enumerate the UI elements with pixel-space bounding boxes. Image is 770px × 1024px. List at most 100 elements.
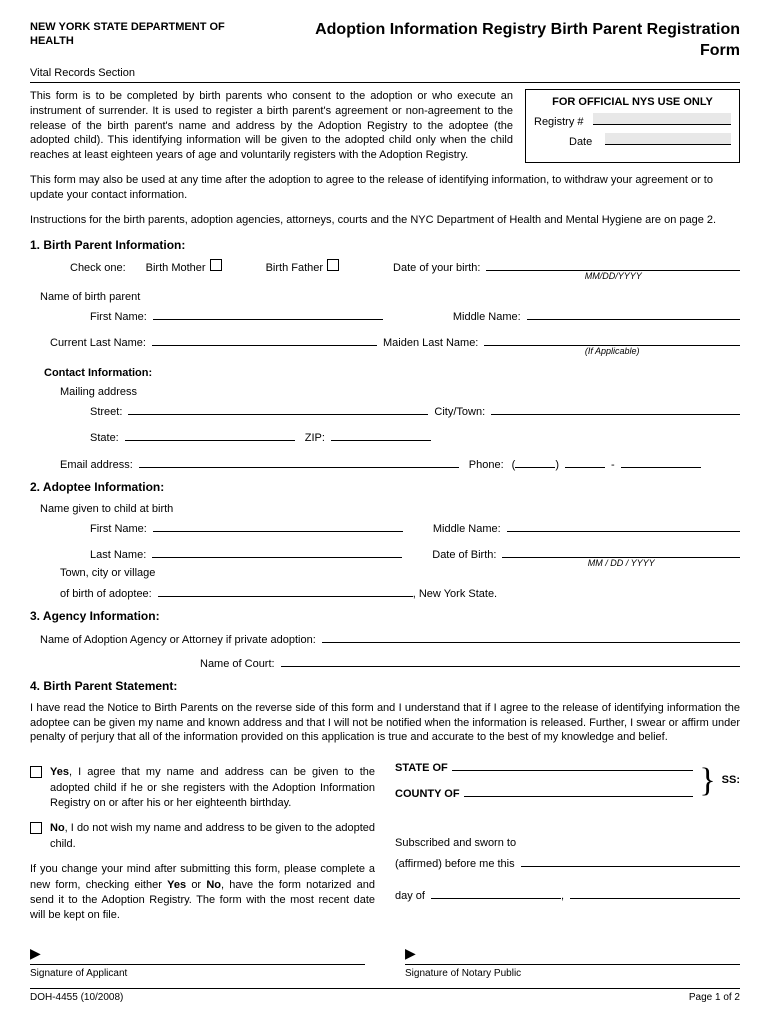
county-of-field[interactable]	[464, 785, 694, 797]
dob-hint: MM/DD/YYYY	[486, 271, 740, 283]
town-field[interactable]	[158, 585, 413, 597]
adoptee-last-label: Last Name:	[90, 548, 146, 562]
street-row: Street: City/Town:	[90, 403, 740, 419]
applicant-sig-label: Signature of Applicant	[30, 964, 365, 980]
yes-checkbox[interactable]	[30, 766, 42, 778]
adoptee-middle-field[interactable]	[507, 520, 740, 532]
change-text: If you change your mind after submitting…	[30, 862, 375, 924]
agency-row: Name of Adoption Agency or Attorney if p…	[40, 631, 740, 647]
adoptee-last-row: Last Name: Date of Birth: MM / DD / YYYY	[90, 546, 740, 562]
street-field[interactable]	[128, 403, 428, 415]
phone-area-field[interactable]	[515, 456, 555, 468]
official-date-field[interactable]	[605, 133, 731, 145]
notary-sig-label: Signature of Notary Public	[405, 964, 740, 980]
last-name-row: Current Last Name: Maiden Last Name: (If…	[50, 334, 740, 350]
statement-para: I have read the Notice to Birth Parents …	[30, 701, 740, 746]
adoptee-middle-label: Middle Name:	[433, 522, 501, 536]
no-text: No, I do not wish my name and address to…	[50, 821, 375, 852]
adoptee-dob-label: Date of Birth:	[432, 548, 496, 562]
paren-r: )	[555, 458, 559, 472]
mailing-label: Mailing address	[60, 385, 137, 399]
town-label2: of birth of adoptee:	[60, 587, 152, 601]
court-field[interactable]	[281, 655, 740, 667]
dept-section: Vital Records Section	[30, 66, 740, 83]
email-label: Email address:	[60, 458, 133, 472]
phone-suffix-field[interactable]	[621, 456, 701, 468]
birth-mother-checkbox[interactable]	[210, 259, 222, 271]
day-of-row: day of ,	[395, 887, 740, 904]
no-checkbox[interactable]	[30, 822, 42, 834]
registry-line: Registry #	[534, 113, 731, 129]
form-title: Adoption Information Registry Birth Pare…	[271, 20, 740, 62]
footer: DOH-4455 (10/2008) Page 1 of 2	[30, 988, 740, 1004]
arrow-icon-2: ▶	[405, 944, 740, 962]
contact-heading-row: Contact Information:	[44, 366, 740, 380]
header: NEW YORK STATE DEPARTMENT OF HEALTH Adop…	[30, 20, 740, 62]
state-field[interactable]	[125, 429, 295, 441]
no-option: No, I do not wish my name and address to…	[30, 821, 375, 852]
agency-label: Name of Adoption Agency or Attorney if p…	[40, 633, 316, 647]
name-given-label: Name given to child at birth	[40, 502, 173, 516]
section1-heading: 1. Birth Parent Information:	[30, 238, 740, 254]
zip-field[interactable]	[331, 429, 431, 441]
nys-label: , New York State.	[413, 587, 497, 601]
state-label: State:	[90, 431, 119, 445]
day-of-year-field[interactable]	[570, 887, 740, 899]
zip-label: ZIP:	[305, 431, 325, 445]
state-of-label: STATE OF	[395, 761, 448, 776]
agency-field[interactable]	[322, 631, 740, 643]
adoptee-dob-field[interactable]	[502, 546, 740, 558]
middle-name-field[interactable]	[527, 308, 740, 320]
official-date-label: Date	[569, 135, 601, 149]
name-of-parent-label: Name of birth parent	[40, 290, 140, 304]
contact-label: Contact Information:	[44, 366, 152, 380]
intro-p2: This form may also be used at any time a…	[30, 173, 740, 203]
dob-field[interactable]	[486, 259, 740, 271]
court-label: Name of Court:	[200, 657, 275, 671]
state-of-row: STATE OF	[395, 759, 693, 776]
birth-mother-label: Birth Mother	[146, 261, 206, 275]
section2-heading: 2. Adoptee Information:	[30, 480, 740, 496]
adoptee-first-label: First Name:	[90, 522, 147, 536]
registry-label: Registry #	[534, 115, 589, 129]
page-number: Page 1 of 2	[689, 991, 740, 1004]
current-last-field[interactable]	[152, 334, 377, 346]
day-of-month-field[interactable]	[431, 887, 561, 899]
phone-prefix-field[interactable]	[565, 456, 605, 468]
official-title: FOR OFFICIAL NYS USE ONLY	[534, 95, 731, 109]
state-of-field[interactable]	[452, 759, 694, 771]
check-one-label: Check one:	[70, 261, 126, 275]
town-label1: Town, city or village	[60, 566, 155, 580]
adoptee-last-field[interactable]	[152, 546, 402, 558]
phone-dash: -	[611, 458, 615, 472]
yes-text: Yes, I agree that my name and address ca…	[50, 765, 375, 811]
maiden-field[interactable]	[484, 334, 740, 346]
notary-sig-cell: ▶ Signature of Notary Public	[405, 944, 740, 980]
name-label-row: Name of birth parent	[30, 290, 740, 304]
dob-label: Date of your birth:	[393, 261, 480, 275]
form-id: DOH-4455 (10/2008)	[30, 991, 123, 1004]
state-row: State: ZIP:	[90, 429, 740, 445]
intro-p3: Instructions for the birth parents, adop…	[30, 213, 740, 228]
birth-father-checkbox[interactable]	[327, 259, 339, 271]
adoptee-dob-hint: MM / DD / YYYY	[502, 558, 740, 570]
official-box: FOR OFFICIAL NYS USE ONLY Registry # Dat…	[525, 89, 740, 163]
adoptee-first-field[interactable]	[153, 520, 403, 532]
child-name-row: Name given to child at birth	[40, 502, 740, 516]
email-field[interactable]	[139, 456, 459, 468]
applicant-sig-cell: ▶ Signature of Applicant	[30, 944, 365, 980]
statement-two-col: Yes, I agree that my name and address ca…	[30, 755, 740, 924]
birth-father-label: Birth Father	[266, 261, 323, 275]
first-name-label: First Name:	[90, 310, 147, 324]
sworn-this-field[interactable]	[521, 855, 740, 867]
first-name-field[interactable]	[153, 308, 383, 320]
current-last-label: Current Last Name:	[50, 336, 146, 350]
official-date-line: Date	[534, 133, 731, 149]
registry-field[interactable]	[593, 113, 731, 125]
city-field[interactable]	[491, 403, 740, 415]
mailing-row: Mailing address	[60, 385, 740, 399]
ss-label: SS:	[722, 773, 740, 788]
sworn-line2-row: (affirmed) before me this	[395, 855, 740, 872]
section3-heading: 3. Agency Information:	[30, 609, 740, 625]
signature-row: ▶ Signature of Applicant ▶ Signature of …	[30, 944, 740, 980]
